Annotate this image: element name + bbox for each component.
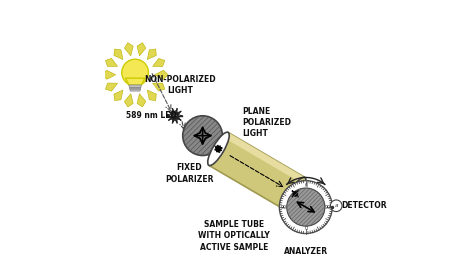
Circle shape — [183, 116, 222, 156]
Polygon shape — [105, 83, 118, 91]
Ellipse shape — [284, 177, 306, 210]
Polygon shape — [114, 90, 123, 101]
Text: PLANE
POLARIZED
LIGHT: PLANE POLARIZED LIGHT — [242, 107, 292, 138]
Polygon shape — [225, 132, 305, 183]
Text: a: a — [335, 203, 338, 208]
Ellipse shape — [208, 132, 229, 165]
Polygon shape — [153, 59, 165, 66]
Polygon shape — [130, 89, 140, 91]
Polygon shape — [125, 43, 133, 56]
Text: 90: 90 — [324, 205, 330, 210]
Text: 0: 0 — [304, 183, 307, 188]
Text: DETECTOR: DETECTOR — [342, 201, 387, 210]
Text: SAMPLE TUBE
WITH OPTICALLY
ACTIVE SAMPLE: SAMPLE TUBE WITH OPTICALLY ACTIVE SAMPLE — [199, 220, 270, 252]
Circle shape — [279, 181, 332, 234]
Polygon shape — [129, 88, 141, 89]
Text: ANALYZER: ANALYZER — [284, 247, 328, 256]
Polygon shape — [137, 43, 146, 56]
Text: 589 nm LED: 589 nm LED — [126, 111, 177, 120]
Text: FIXED
POLARIZER: FIXED POLARIZER — [165, 163, 214, 184]
Polygon shape — [155, 70, 168, 79]
Polygon shape — [114, 49, 123, 60]
Text: NON-POLARIZED
LIGHT: NON-POLARIZED LIGHT — [144, 75, 216, 95]
Text: 0: 0 — [304, 226, 307, 231]
Polygon shape — [147, 90, 156, 101]
Polygon shape — [147, 49, 156, 60]
Text: 90: 90 — [281, 205, 287, 210]
Polygon shape — [209, 132, 305, 210]
Polygon shape — [153, 83, 165, 91]
Circle shape — [287, 188, 325, 226]
Polygon shape — [102, 70, 116, 79]
Polygon shape — [129, 85, 141, 88]
Polygon shape — [105, 59, 118, 66]
Circle shape — [122, 59, 148, 86]
Polygon shape — [126, 78, 145, 85]
Polygon shape — [125, 94, 133, 107]
Circle shape — [330, 200, 342, 211]
Polygon shape — [137, 94, 146, 107]
